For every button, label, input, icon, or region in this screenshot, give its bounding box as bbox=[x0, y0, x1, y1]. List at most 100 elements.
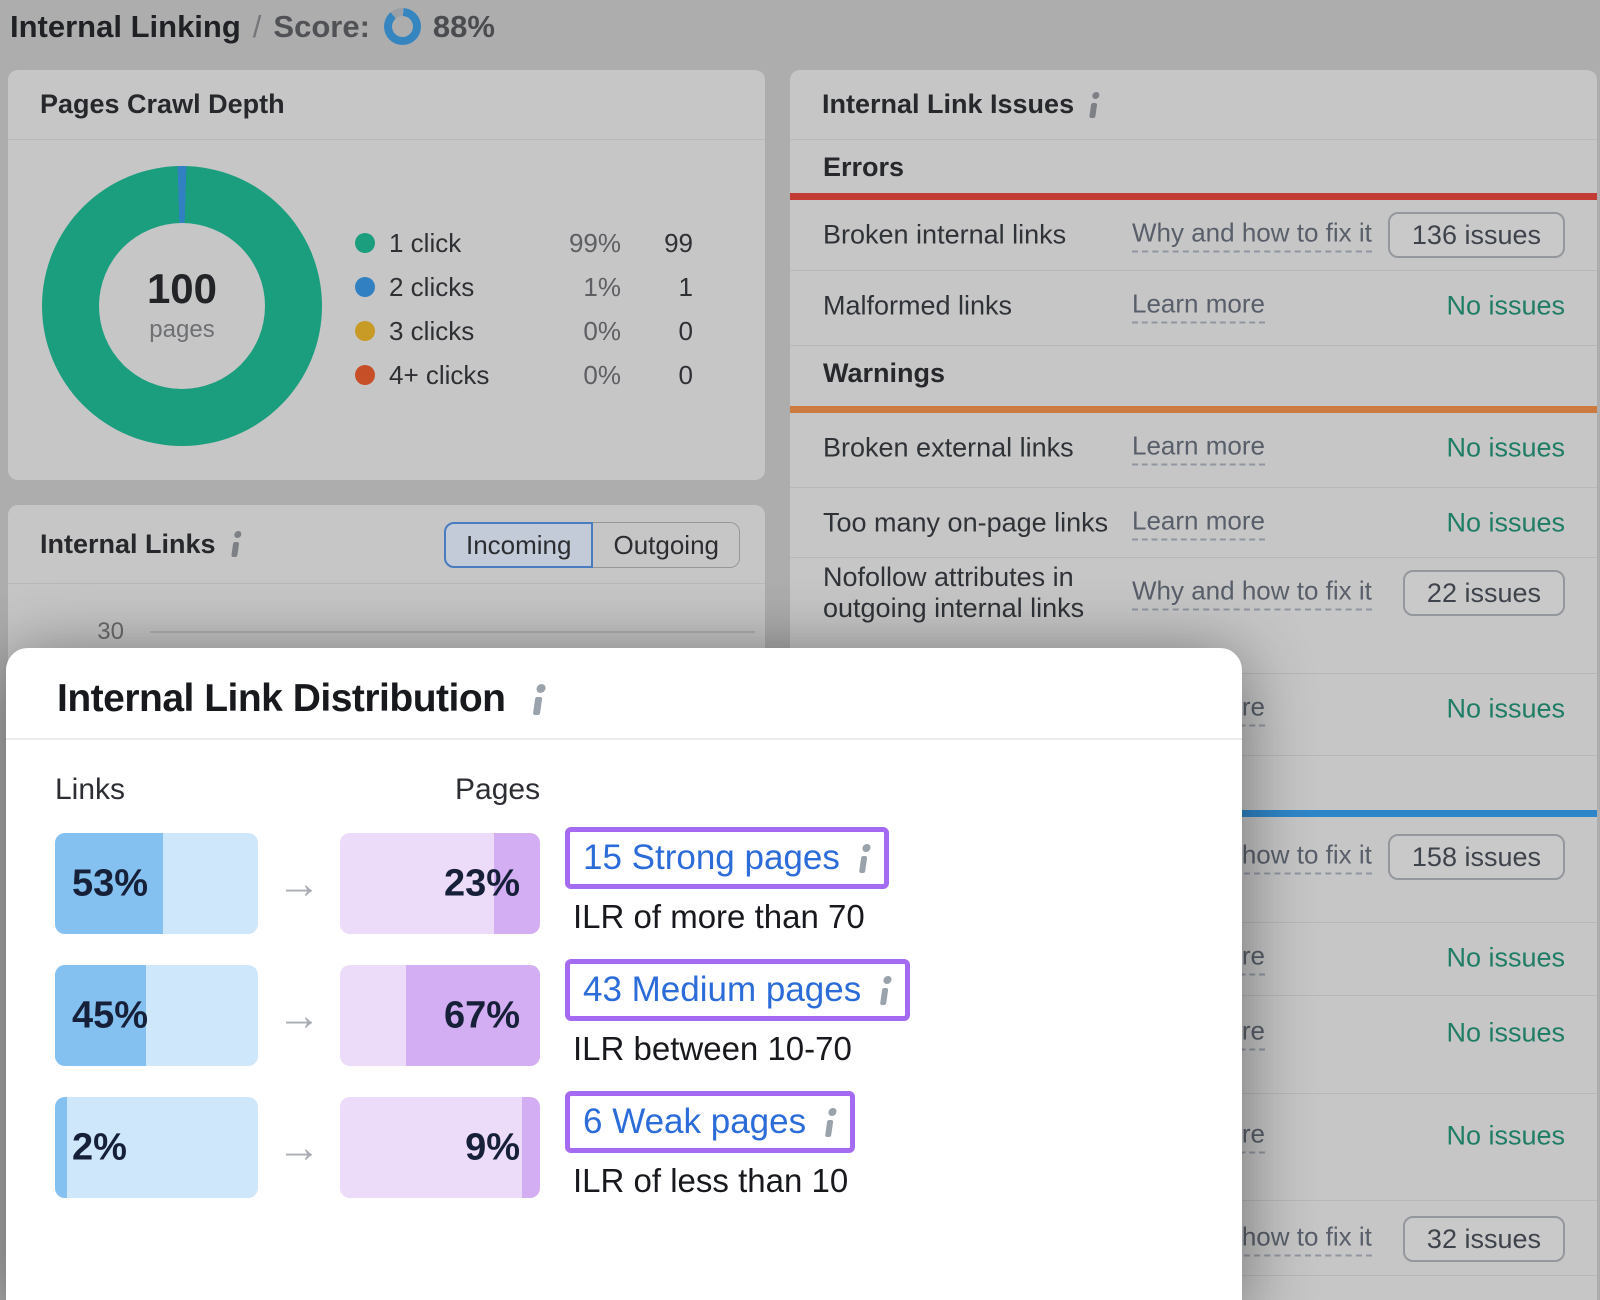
links-bar: 53% bbox=[55, 833, 258, 934]
issue-row: Nofollow attributes in outgoing internal… bbox=[790, 557, 1597, 673]
highlight-box: 15 Strong pages bbox=[565, 827, 889, 889]
legend-dot-icon bbox=[355, 365, 375, 385]
issue-label: Malformed links bbox=[823, 290, 1013, 321]
pages-column-header: Pages bbox=[455, 773, 541, 806]
donut-total-pages: 100 bbox=[146, 265, 218, 312]
legend-percent: 1% bbox=[583, 271, 621, 302]
pages-percent-label: 23% bbox=[443, 862, 520, 904]
links-bar-fill bbox=[55, 833, 163, 934]
links-percent-label: 45% bbox=[72, 994, 149, 1036]
pages-percent-label: 67% bbox=[443, 994, 520, 1036]
issue-status: No issues bbox=[1446, 1120, 1565, 1151]
info-icon[interactable] bbox=[877, 976, 893, 1005]
arrow-right-icon: → bbox=[277, 990, 321, 1040]
crawl-depth-donut-chart: 100 pages bbox=[42, 166, 322, 446]
crawl-depth-legend: 1 click 99% 99 2 clicks 1% 1 3 clicks 0%… bbox=[355, 221, 693, 397]
pages-bar-fill bbox=[522, 1097, 540, 1198]
donut-total-label: pages bbox=[149, 316, 215, 343]
legend-item: 2 clicks 1% 1 bbox=[355, 265, 693, 309]
issue-section-header: Warnings bbox=[790, 345, 1597, 413]
links-column-header: Links bbox=[55, 773, 126, 806]
legend-count: 0 bbox=[678, 359, 693, 390]
distribution-row: 53% → 23% 15 Strong pages ILR of more th… bbox=[55, 827, 1242, 935]
issue-count-button[interactable]: 158 issues bbox=[1387, 834, 1565, 880]
issue-row: Too many on-page links Learn more No iss… bbox=[790, 487, 1597, 557]
issue-severity-bar bbox=[790, 406, 1597, 413]
page-title: Internal Linking bbox=[10, 8, 241, 44]
pages-group-link[interactable]: 15 Strong pages bbox=[583, 838, 840, 877]
issue-help-link[interactable]: Learn more bbox=[1132, 506, 1265, 541]
ilr-description: ILR between 10-70 bbox=[573, 1030, 852, 1067]
issue-row: Malformed links Learn more No issues bbox=[790, 270, 1597, 345]
legend-dot-icon bbox=[355, 233, 375, 253]
issue-status: No issues bbox=[1446, 1017, 1565, 1048]
issue-status: No issues bbox=[1446, 942, 1565, 973]
links-bar-fill bbox=[55, 965, 147, 1066]
legend-label: 2 clicks bbox=[389, 271, 475, 302]
distribution-row: 45% → 67% 43 Medium pages ILR between 10… bbox=[55, 959, 1242, 1067]
pages-bar: 67% bbox=[340, 965, 540, 1066]
distribution-info: 6 Weak pages ILR of less than 10 bbox=[565, 1091, 856, 1199]
issue-count-button[interactable]: 32 issues bbox=[1402, 1216, 1565, 1262]
info-icon[interactable] bbox=[1086, 92, 1101, 118]
links-bar-fill bbox=[55, 1097, 67, 1198]
ilr-description: ILR of less than 10 bbox=[573, 1162, 849, 1199]
issue-status: No issues bbox=[1446, 432, 1565, 463]
panel-ilinks-header: Internal Links Incoming Outgoing bbox=[8, 505, 765, 584]
legend-dot-icon bbox=[355, 321, 375, 341]
links-percent-label: 53% bbox=[72, 862, 149, 904]
issue-help-link[interactable]: Learn more bbox=[1132, 289, 1265, 324]
issue-row: Broken internal links Why and how to fix… bbox=[790, 200, 1597, 270]
legend-count: 1 bbox=[678, 271, 693, 302]
legend-dot-icon bbox=[355, 277, 375, 297]
distribution-info: 15 Strong pages ILR of more than 70 bbox=[565, 827, 889, 935]
issue-status: No issues bbox=[1446, 693, 1565, 724]
legend-percent: 99% bbox=[568, 227, 621, 258]
issue-label: Broken internal links bbox=[823, 219, 1067, 250]
toggle-incoming-button[interactable]: Incoming bbox=[443, 522, 594, 568]
highlight-box: 6 Weak pages bbox=[565, 1091, 856, 1153]
issue-label: Too many on-page links bbox=[823, 507, 1109, 538]
score-value: 88% bbox=[432, 8, 495, 44]
toggle-outgoing-button[interactable]: Outgoing bbox=[593, 522, 740, 568]
pages-group-link[interactable]: 6 Weak pages bbox=[583, 1102, 807, 1141]
legend-item: 3 clicks 0% 0 bbox=[355, 309, 693, 353]
distribution-info: 43 Medium pages ILR between 10-70 bbox=[565, 959, 911, 1067]
y-axis-tick-label: 30 bbox=[97, 618, 124, 645]
links-bar: 2% bbox=[55, 1097, 258, 1198]
issue-status: No issues bbox=[1446, 507, 1565, 538]
legend-percent: 0% bbox=[583, 315, 621, 346]
links-bar: 45% bbox=[55, 965, 258, 1066]
issue-row: Broken external links Learn more No issu… bbox=[790, 413, 1597, 487]
arrow-right-icon: → bbox=[277, 858, 321, 908]
ilr-description: ILR of more than 70 bbox=[573, 898, 865, 935]
legend-item: 1 click 99% 99 bbox=[355, 221, 693, 265]
chart-axis-row: 30 bbox=[8, 618, 765, 648]
info-icon[interactable] bbox=[822, 1108, 838, 1137]
issue-help-link[interactable]: Why and how to fix it bbox=[1132, 218, 1372, 253]
info-icon[interactable] bbox=[529, 684, 546, 715]
pages-bar-fill bbox=[406, 965, 540, 1066]
info-icon[interactable] bbox=[228, 531, 243, 557]
pages-bar: 23% bbox=[340, 833, 540, 934]
donut-center: 100 pages bbox=[99, 223, 265, 389]
panel-crawl-header: Pages Crawl Depth bbox=[8, 70, 765, 140]
page-header: Internal Linking / Score: 88% bbox=[10, 8, 495, 45]
pages-crawl-depth-panel: Pages Crawl Depth 100 pages 1 click 99% … bbox=[8, 70, 765, 480]
distribution-rows: 53% → 23% 15 Strong pages ILR of more th… bbox=[6, 827, 1242, 1199]
issue-help-link[interactable]: Why and how to fix it bbox=[1132, 576, 1372, 611]
panel-ilinks-title: Internal Links bbox=[40, 528, 216, 559]
issue-count-button[interactable]: 22 issues bbox=[1402, 570, 1565, 616]
issue-count-button[interactable]: 136 issues bbox=[1387, 212, 1565, 258]
issue-section-label: Errors bbox=[823, 152, 905, 182]
issue-help-link[interactable]: Learn more bbox=[1132, 431, 1265, 466]
panel-issues-title: Internal Link Issues bbox=[822, 89, 1075, 119]
internal-link-distribution-modal: Internal Link Distribution Links Pages 5… bbox=[6, 648, 1242, 1300]
legend-label: 3 clicks bbox=[389, 315, 475, 346]
legend-item: 4+ clicks 0% 0 bbox=[355, 353, 693, 397]
pages-group-link[interactable]: 43 Medium pages bbox=[583, 970, 862, 1009]
info-icon[interactable] bbox=[856, 844, 872, 873]
issue-status: No issues bbox=[1446, 290, 1565, 321]
gridline bbox=[150, 631, 755, 633]
